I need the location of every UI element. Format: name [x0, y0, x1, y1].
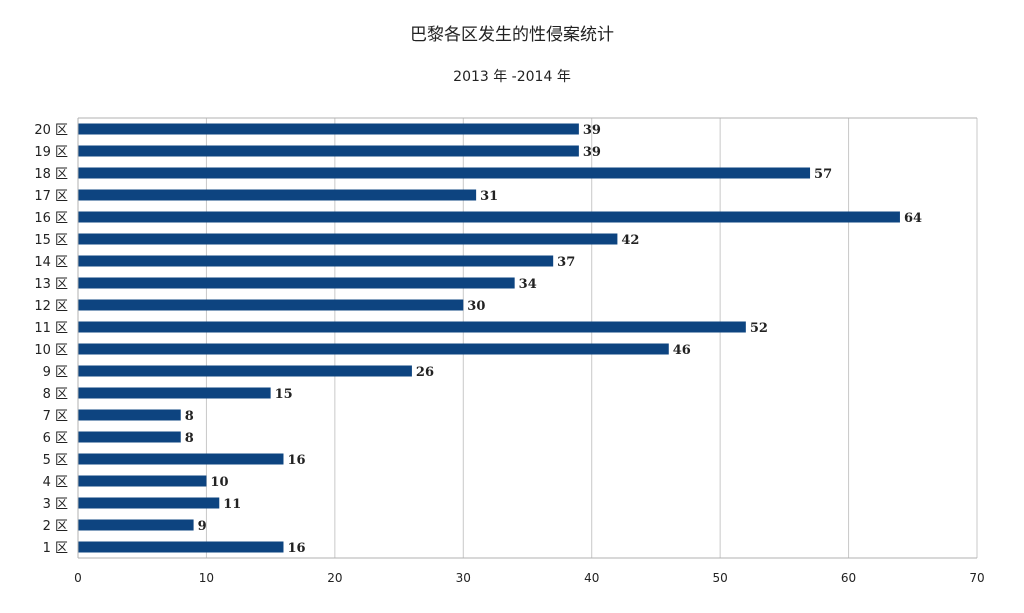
x-tick-label: 60: [841, 571, 856, 585]
bar-value-label: 15: [275, 387, 293, 402]
y-tick-label: 2 区: [43, 519, 68, 534]
y-tick-label: 19 区: [34, 145, 68, 160]
bar: [78, 365, 412, 377]
bar-value-label: 10: [210, 475, 228, 490]
bar: [78, 519, 194, 531]
x-tick-label: 40: [584, 571, 599, 585]
bar-value-label: 52: [750, 321, 768, 336]
bar: [78, 255, 554, 267]
y-tick-label: 7 区: [43, 409, 68, 424]
x-tick-label: 30: [456, 571, 471, 585]
x-tick-label: 10: [199, 571, 214, 585]
y-tick-label: 11 区: [34, 321, 68, 336]
bar-value-label: 30: [467, 299, 485, 314]
bar: [78, 409, 181, 421]
bar: [78, 211, 900, 223]
bar: [78, 431, 181, 443]
y-tick-label: 4 区: [43, 475, 68, 490]
y-tick-label: 9 区: [43, 365, 68, 380]
y-tick-label: 1 区: [43, 541, 68, 556]
y-tick-label: 20 区: [34, 123, 68, 138]
bar: [78, 453, 284, 465]
bar-value-label: 9: [198, 519, 207, 534]
bar: [78, 189, 477, 201]
bar-value-label: 26: [416, 365, 434, 380]
x-tick-label: 70: [969, 571, 984, 585]
bar: [78, 233, 618, 245]
bar-value-label: 8: [185, 431, 194, 446]
bar: [78, 541, 284, 553]
bar-value-label: 57: [814, 167, 832, 182]
bar: [78, 343, 669, 355]
bar: [78, 475, 207, 487]
y-tick-label: 12 区: [34, 299, 68, 314]
bar: [78, 299, 464, 311]
bar-value-label: 11: [223, 497, 241, 512]
bar-value-label: 8: [185, 409, 194, 424]
bar-value-label: 16: [287, 541, 305, 556]
y-tick-label: 10 区: [34, 343, 68, 358]
bar: [78, 277, 515, 289]
bar: [78, 497, 220, 509]
bar-value-label: 46: [673, 343, 691, 358]
grid-layer: [77, 118, 978, 558]
x-tick-label: 50: [713, 571, 728, 585]
y-tick-label: 18 区: [34, 167, 68, 182]
bar-value-label: 42: [621, 233, 639, 248]
bar-value-label: 37: [557, 255, 575, 270]
y-tick-label: 13 区: [34, 277, 68, 292]
chart-subtitle: 2013 年 -2014 年: [453, 69, 571, 85]
bar-value-label: 64: [904, 211, 922, 226]
x-tick-label: 0: [74, 571, 82, 585]
bar: [78, 387, 271, 399]
x-tick-label: 20: [327, 571, 342, 585]
bar-value-label: 34: [519, 277, 537, 292]
bar-value-label: 39: [583, 123, 601, 138]
bar-layer: [78, 123, 900, 553]
y-tick-label: 6 区: [43, 431, 68, 446]
y-tick-label: 3 区: [43, 497, 68, 512]
bar: [78, 145, 579, 157]
y-tick-label: 15 区: [34, 233, 68, 248]
y-tick-label: 14 区: [34, 255, 68, 270]
bar-value-label: 39: [583, 145, 601, 160]
label-layer: 1 区 16 2 区 9 3 区 11 4 区 10 5 区 16 6 区 8 7 区 8 8 区 15 9 区…: [34, 123, 922, 556]
bar: [78, 123, 579, 135]
bar: [78, 321, 746, 333]
axis-layer: 0 10 20 30 40 50 60 70: [74, 117, 985, 585]
y-tick-label: 17 区: [34, 189, 68, 204]
chart-title: 巴黎各区发生的性侵案统计: [410, 25, 614, 45]
y-tick-label: 8 区: [43, 387, 68, 402]
bar-value-label: 16: [287, 453, 305, 468]
y-tick-label: 5 区: [43, 453, 68, 468]
bar: [78, 167, 811, 179]
y-tick-label: 16 区: [34, 211, 68, 226]
bar-value-label: 31: [480, 189, 498, 204]
